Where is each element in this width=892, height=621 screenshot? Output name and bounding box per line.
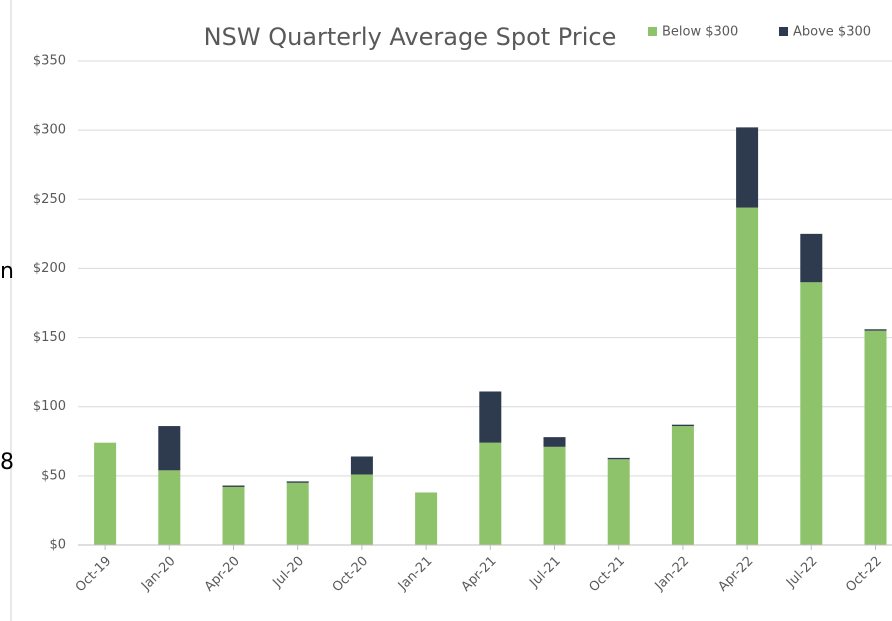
bar-segment <box>479 391 502 443</box>
bar-segment <box>736 127 759 208</box>
bar-segment <box>864 329 887 331</box>
legend-label: Above $300 <box>793 25 871 40</box>
y-tick-label: $350 <box>33 54 66 69</box>
y-tick-label: $250 <box>33 192 66 207</box>
y-tick-label: $200 <box>33 261 66 276</box>
bar-segment <box>158 470 181 545</box>
page-fragment: n <box>0 259 14 284</box>
bar-segment <box>415 492 438 545</box>
bar-segment <box>736 207 759 545</box>
bar-segment <box>350 456 373 475</box>
bar-segment <box>543 446 566 545</box>
bar-segment <box>543 437 566 447</box>
bar-segment <box>607 457 630 460</box>
y-tick-label: $300 <box>33 123 66 138</box>
bar-segment <box>158 426 181 471</box>
bar-segment <box>800 282 823 545</box>
legend-swatch <box>648 27 657 36</box>
y-tick-label: $150 <box>33 330 66 345</box>
bar-segment <box>286 481 309 483</box>
page-fragment: 8 <box>0 450 14 475</box>
bar-segment <box>864 330 887 545</box>
bar-segment <box>350 474 373 545</box>
bar-segment <box>671 426 694 545</box>
y-tick-label: $0 <box>49 538 66 553</box>
bar-segment <box>800 233 823 283</box>
bar-segment <box>222 486 245 545</box>
bar-segment <box>479 442 502 545</box>
bar-segment <box>671 424 694 427</box>
y-tick-label: $100 <box>33 399 66 414</box>
legend-label: Below $300 <box>662 25 738 40</box>
bar-segment <box>94 442 117 545</box>
legend-swatch <box>779 27 788 36</box>
chart-title: NSW Quarterly Average Spot Price <box>204 23 617 51</box>
bar-segment <box>607 459 630 545</box>
bar-segment <box>222 485 245 487</box>
bar-segment <box>286 482 309 545</box>
y-tick-label: $50 <box>41 468 66 483</box>
